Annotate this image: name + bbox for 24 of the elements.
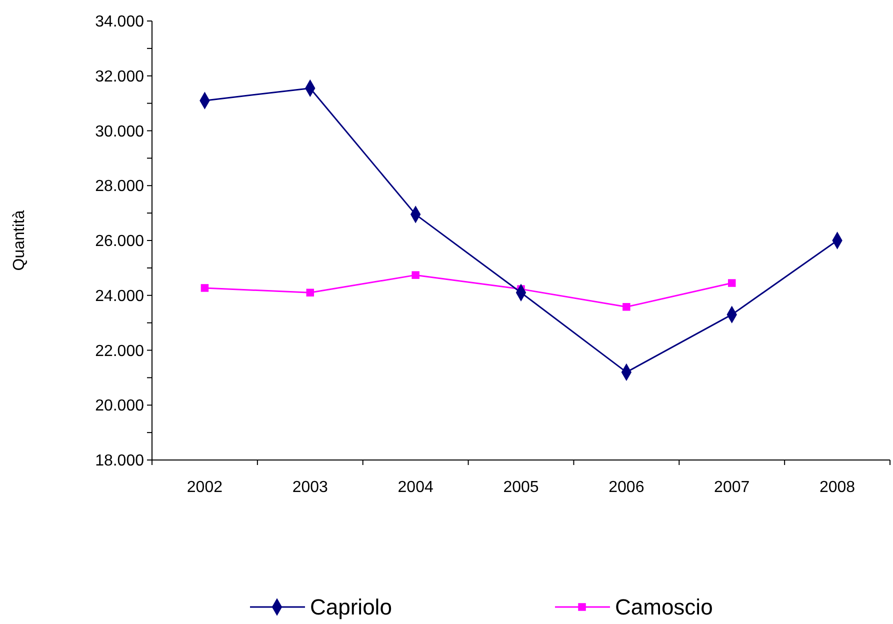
y-tick-label: 22.000 <box>95 342 144 360</box>
point <box>622 303 630 311</box>
y-tick-label: 24.000 <box>95 288 144 305</box>
y-axis-title: Quantità <box>11 210 28 271</box>
point <box>200 284 209 292</box>
legend-label: Camoscio <box>615 594 713 620</box>
x-tick-label: 2008 <box>819 479 856 496</box>
point <box>306 288 314 297</box>
point <box>728 279 736 287</box>
y-tick-label: 26.000 <box>95 233 144 250</box>
x-tick-label: 2006 <box>608 479 644 496</box>
x-tick-label: 2005 <box>503 479 539 496</box>
point <box>412 271 420 279</box>
x-tick-label: 2003 <box>292 479 328 496</box>
y-tick-label: 28.000 <box>95 178 144 196</box>
y-tick-label: 30.000 <box>95 123 144 140</box>
x-tick-label: 2007 <box>714 479 750 496</box>
y-tick-label: 32.000 <box>95 68 144 86</box>
y-tick-label: 18.000 <box>95 452 144 470</box>
x-tick-label: 2002 <box>186 479 223 496</box>
legend-label: Capriolo <box>310 594 392 620</box>
y-tick-label: 20.000 <box>95 398 144 415</box>
x-tick-label: 2004 <box>398 479 434 496</box>
y-tick-label: 34.000 <box>95 14 144 31</box>
